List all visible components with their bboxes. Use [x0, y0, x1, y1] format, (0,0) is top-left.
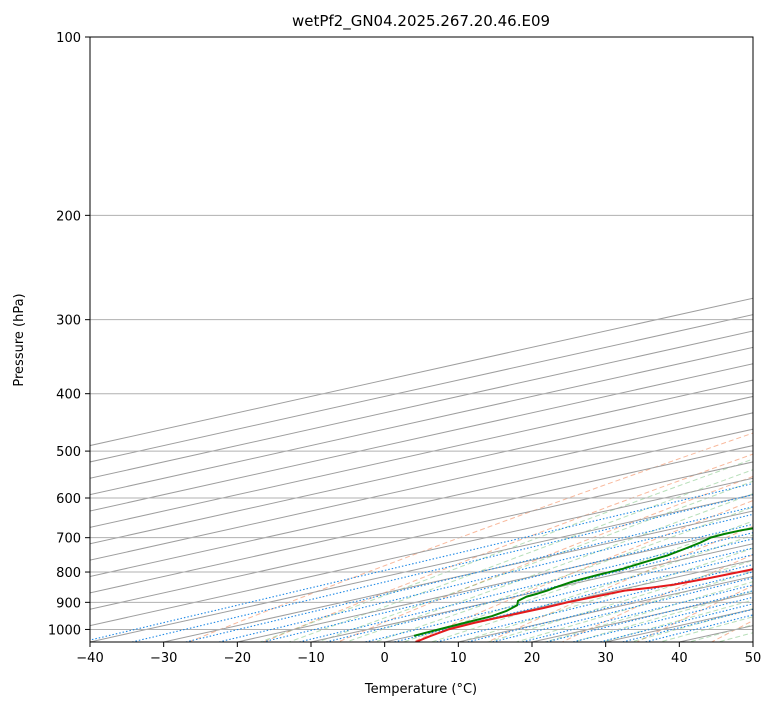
plot-frame: [89, 36, 754, 643]
mixing-ratio-line: [642, 614, 753, 642]
dewpoint-profile: [413, 527, 753, 637]
chart-title: wetPf2_GN04.2025.267.20.46.E09: [292, 12, 550, 31]
mixing-ratio-line: [434, 564, 753, 642]
isotherm: [90, 494, 753, 642]
isotherm: [90, 395, 753, 545]
x-tick-label: −30: [150, 651, 177, 666]
moist-adiabat: [600, 599, 753, 642]
mixing-ratio-line: [362, 547, 753, 642]
moist-adiabat: [287, 469, 753, 642]
isotherm: [163, 510, 753, 642]
isotherm: [458, 575, 753, 642]
background-lines: [187, 37, 775, 654]
x-tick-label: 0: [381, 651, 389, 666]
y-tick-label: 700: [56, 532, 81, 547]
moist-adiabat: [486, 559, 753, 642]
isotherm: [90, 428, 753, 578]
temperature-profile: [415, 568, 753, 642]
isotherm: [90, 379, 753, 528]
dry-adiabat: [411, 499, 753, 642]
mixing-ratio-line: [489, 577, 753, 642]
isotherm: [237, 526, 753, 642]
x-axis-label: Temperature (°C): [364, 682, 477, 697]
y-tick-label: 300: [56, 314, 81, 329]
isotherm: [90, 477, 753, 627]
x-tick-label: 30: [597, 651, 614, 666]
moist-adiabat: [514, 570, 753, 642]
x-tick-label: 40: [671, 651, 688, 666]
moist-adiabat: [344, 493, 753, 642]
mixing-ratio-line: [465, 571, 753, 642]
dry-adiabat: [187, 432, 753, 642]
moist-adiabat: [571, 590, 753, 642]
isotherm: [90, 461, 753, 610]
moist-adiabat: [258, 458, 753, 642]
isotherm: [90, 346, 753, 496]
y-tick-label: 1000: [48, 623, 81, 638]
mixing-ratio-line: [90, 482, 753, 641]
x-tick-label: −40: [76, 651, 103, 666]
moist-adiabat: [543, 581, 753, 642]
moist-adiabat: [373, 506, 753, 642]
dry-adiabat: [710, 620, 753, 642]
x-tick-label: 20: [524, 651, 541, 666]
y-tick-label: 900: [56, 596, 81, 611]
mixing-ratio-line: [260, 523, 753, 642]
mixing-ratio-line: [391, 554, 753, 642]
y-tick-label: 600: [56, 492, 81, 507]
moist-adiabat: [687, 624, 753, 642]
isotherm: [90, 330, 753, 479]
mixing-ratio-line: [543, 590, 753, 642]
moist-adiabat: [316, 480, 753, 642]
dry-adiabat: [336, 475, 753, 642]
y-tick-label: 400: [56, 388, 81, 403]
mixing-ratio-line: [519, 584, 753, 642]
x-tick-label: −20: [224, 651, 251, 666]
isotherm: [605, 608, 753, 642]
dry-adiabat: [561, 554, 753, 642]
mixing-ratio-line: [129, 494, 753, 642]
isotherm: [752, 641, 753, 642]
x-tick-label: −10: [297, 651, 324, 666]
isotherm: [90, 412, 753, 561]
y-tick-label: 100: [56, 31, 81, 46]
x-tick-label: 50: [745, 651, 762, 666]
y-axis-label: Pressure (hPa): [12, 293, 27, 386]
mixing-ratio-line: [183, 506, 753, 642]
y-axis: 100 200 300 400 500 600 700 800 900 1000: [48, 31, 90, 638]
y-tick-label: 500: [56, 445, 81, 460]
isotherm: [90, 445, 753, 594]
dry-adiabat: [765, 37, 775, 654]
mixing-ratio-line: [296, 532, 753, 642]
mixing-ratio-line: [216, 513, 753, 642]
isotherm: [90, 297, 753, 447]
x-tick-label: 10: [450, 651, 467, 666]
series-layer: [90, 482, 753, 642]
isotherm: [679, 625, 753, 642]
y-tick-label: 800: [56, 566, 81, 581]
isotherm: [90, 314, 753, 463]
mixing-ratio-line: [570, 596, 753, 642]
isotherm: [90, 363, 753, 512]
x-axis: −40 −30 −20 −10 0 10 20 30 40 50: [76, 642, 761, 666]
gridlines: [90, 37, 753, 642]
y-tick-label: 200: [56, 209, 81, 224]
dry-adiabat: [486, 525, 753, 642]
